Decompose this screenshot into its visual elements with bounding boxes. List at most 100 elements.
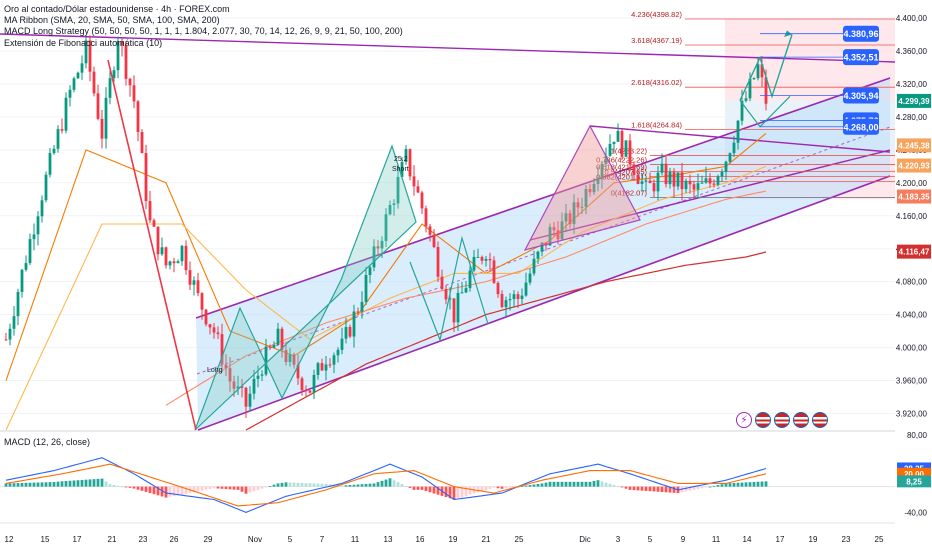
candle-body [620, 131, 624, 157]
price-tag-label: 4.245,38 [898, 141, 930, 150]
target-box [843, 49, 879, 66]
candle-body [128, 78, 132, 86]
price-tick-label: 4.360,00 [896, 47, 928, 56]
macd-histogram-bar [544, 482, 548, 487]
time-tick-label: 21 [482, 535, 491, 544]
bearish-pattern [523, 124, 641, 251]
us-flag-icon[interactable] [755, 412, 771, 428]
candle-body [736, 120, 740, 143]
macd-histogram-bar [688, 486, 692, 491]
candle-body [252, 378, 256, 394]
candle-body [532, 258, 536, 274]
candle-body [112, 70, 116, 79]
macd-histogram-bar [184, 486, 188, 494]
macd-histogram-bar [492, 486, 496, 488]
macd-histogram-bar [420, 486, 424, 490]
candle-body [276, 328, 280, 345]
candle-body [84, 40, 88, 64]
macd-histogram-bar [648, 486, 652, 492]
macd-histogram-bar [728, 483, 732, 487]
macd-histogram-bar [496, 486, 500, 489]
lightning-icon[interactable]: ⚡ [736, 412, 752, 428]
macd-histogram-bar [736, 482, 740, 487]
time-tick-label: 15 [41, 535, 50, 544]
candle-body [552, 227, 556, 231]
candle-body [732, 142, 736, 154]
macd-histogram-bar [620, 486, 624, 488]
macd-histogram-bar [56, 481, 60, 487]
candle-body [580, 206, 584, 208]
price-tag-label: 4.220,93 [898, 162, 930, 171]
candle-body [204, 309, 208, 325]
fib-level-label: 0.618(4213.69) [596, 163, 647, 172]
symbol-title[interactable]: Oro al contado/Dólar estadounidense · 4h… [4, 4, 230, 14]
chart-legend: Oro al contado/Dólar estadounidense · 4h… [4, 4, 403, 49]
candle-body [364, 274, 368, 302]
fib-extension-legend[interactable]: Extensión de Fibonacci automática (10) [4, 37, 163, 48]
candle-body [712, 183, 716, 185]
macd-histogram-bar [132, 486, 136, 489]
us-flag-icon[interactable] [793, 412, 809, 428]
candle-body [584, 188, 588, 207]
candle-body [420, 192, 424, 209]
macd-histogram-bar [664, 486, 668, 493]
macd-histogram-bar [264, 486, 268, 488]
macd-histogram-bar [412, 486, 416, 490]
candle-body [296, 364, 300, 379]
candle-body [244, 387, 248, 407]
short-signal-label: Short [392, 166, 409, 173]
macd-histogram-bar [456, 486, 460, 499]
candle-body [492, 260, 496, 283]
macd-histogram-bar [120, 486, 124, 488]
us-flag-icon[interactable] [774, 412, 790, 428]
candle-body [596, 177, 600, 185]
price-tag [897, 189, 931, 204]
macd-histogram-bar [32, 482, 36, 487]
candle-body [472, 256, 476, 271]
candle-body [156, 226, 160, 255]
projection-path[interactable]: 4.380,964.352,514.305,944.275,764.268,00 [739, 25, 879, 135]
candle-body [464, 288, 468, 293]
time-tick-label: 25 [515, 535, 524, 544]
macd-histogram-bar [168, 486, 172, 497]
target-label: 4.380,96 [843, 29, 878, 39]
macd-histogram-bar [100, 478, 104, 487]
candle-body [116, 41, 120, 71]
macd-histogram-bar [716, 485, 720, 487]
macd-legend[interactable]: MACD (12, 26, close) [4, 437, 91, 447]
macd-histogram-bar [712, 485, 716, 487]
macd-histogram-bar [520, 486, 524, 487]
fib-level-label: 0.5(4207.65) [604, 167, 647, 176]
macd-histogram-bar [228, 486, 232, 490]
macd-histogram-bar [328, 484, 332, 487]
candle-body [404, 149, 408, 163]
target-box [843, 25, 879, 42]
macd-histogram-bar [292, 482, 296, 487]
time-tick-label: 12 [5, 535, 14, 544]
macd-histogram-bar [448, 486, 452, 499]
macd-histogram-bar [16, 483, 20, 487]
candle-body [332, 355, 336, 365]
candle-body [368, 267, 372, 275]
macd-histogram-bar [452, 486, 456, 500]
macd-strategy-legend[interactable]: MACD Long Strategy (50, 50, 50, 50, 1, 1… [4, 26, 403, 37]
us-flag-icon[interactable] [812, 412, 828, 428]
time-tick-label: 5 [648, 535, 653, 544]
candle-body [372, 246, 376, 268]
macd-histogram-bar [268, 486, 272, 487]
candle-body [144, 153, 148, 202]
macd-histogram-bar [92, 479, 96, 487]
macd-histogram-bar [300, 482, 304, 487]
candle-body [696, 183, 700, 190]
ma-ribbon-legend[interactable]: MA Ribbon (SMA, 20, SMA, 50, SMA, 100, S… [4, 15, 220, 26]
macd-histogram-bar [576, 481, 580, 487]
time-axis[interactable]: 12 15 17 21 23 26 29 Nov 5 7 11 13 16 19 21 25 Dic 3 5 9 11 1… [5, 535, 884, 544]
inner-trendline [529, 149, 891, 241]
macd-histogram-bar [588, 481, 592, 487]
candle-body [196, 280, 200, 294]
candle-body [40, 200, 44, 217]
time-tick-label: 9 [681, 535, 686, 544]
candle-body [760, 64, 764, 78]
candle-body [304, 390, 308, 392]
